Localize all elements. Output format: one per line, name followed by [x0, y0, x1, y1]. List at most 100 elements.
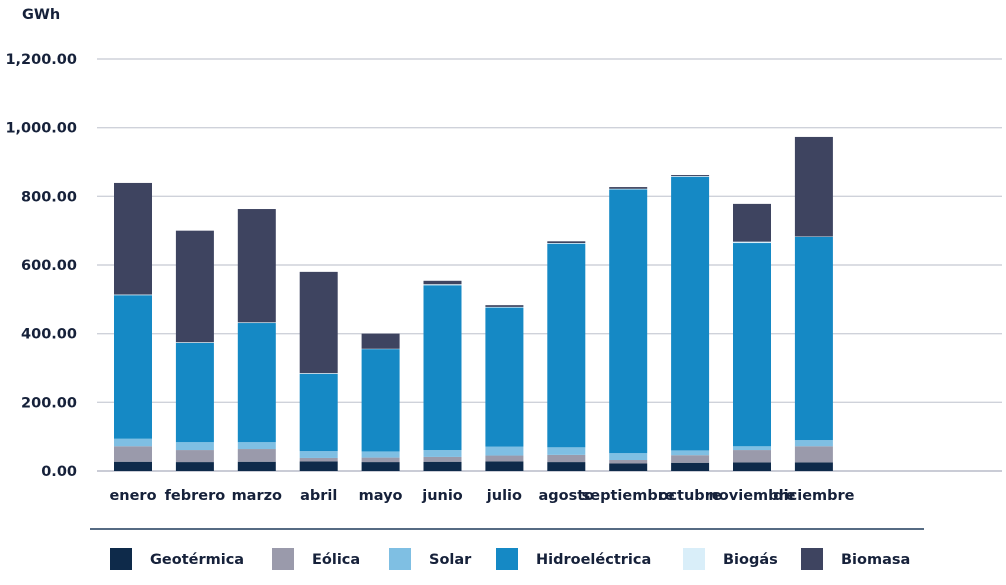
x-category-label: diciembre [773, 488, 854, 504]
bar-segment-geotérmica-mayo [361, 462, 400, 471]
x-axis-category-labels: enero febrero marzo abril mayo junio julio agos… [109, 488, 854, 504]
bars [114, 136, 833, 471]
bar-segment-geotérmica-febrero [175, 462, 214, 471]
bar-segment-biogás-junio [423, 284, 462, 286]
x-category-label: octubre [659, 488, 722, 504]
bar-segment-hidroeléctrica-noviembre [733, 243, 771, 447]
bar-segment-biomasa-agosto [547, 241, 586, 244]
x-category-label: abril [300, 488, 337, 504]
bar-segment-geotérmica-julio [485, 461, 524, 471]
bar-segment-geotérmica-junio [423, 461, 462, 471]
bar-segment-eólica-agosto [547, 454, 586, 463]
y-tick-label: 400.00 [21, 327, 77, 343]
bar-segment-eólica-junio [423, 456, 462, 462]
bar-segment-eólica-enero [114, 446, 152, 462]
bar-segment-biomasa-septiembre [609, 187, 648, 189]
bar-segment-hidroeléctrica-abril [299, 373, 338, 452]
y-tick-label: 1,200.00 [5, 52, 77, 68]
y-tick-label: 0.00 [41, 464, 77, 480]
bar-segment-solar-septiembre [609, 453, 648, 461]
bar-segment-biomasa-marzo [237, 209, 276, 323]
y-tick-label: 600.00 [21, 258, 77, 274]
bar-segment-geotérmica-abril [299, 461, 338, 471]
x-category-label: noviembre [708, 488, 795, 504]
bar-segment-solar-agosto [547, 447, 586, 455]
legend-label: Solar [429, 552, 472, 568]
bar-segment-biogás-marzo [237, 322, 276, 324]
x-category-label: agosto [538, 488, 594, 504]
legend-label: Hidroeléctrica [536, 552, 651, 568]
bar-segment-biogás-septiembre [609, 188, 648, 190]
bar-segment-hidroeléctrica-mayo [361, 349, 400, 452]
bar-segment-geotérmica-enero [114, 461, 152, 471]
bar-segment-biogás-octubre [671, 176, 710, 177]
bar-segment-hidroeléctrica-octubre [671, 176, 710, 451]
legend-label: Biomasa [841, 552, 910, 568]
bar-segment-geotérmica-diciembre [794, 462, 833, 471]
bar-segment-geotérmica-agosto [547, 462, 586, 471]
bar-segment-solar-abril [299, 451, 338, 458]
bar-segment-hidroeléctrica-agosto [547, 243, 586, 448]
legend-swatch [110, 548, 132, 570]
x-category-label: julio [486, 488, 522, 504]
bar-segment-eólica-diciembre [794, 446, 833, 463]
bar-segment-geotérmica-septiembre [609, 463, 648, 471]
x-category-label: enero [109, 488, 156, 504]
bar-segment-solar-noviembre [733, 446, 771, 451]
bar-segment-biogás-noviembre [733, 241, 771, 244]
bar-segment-biomasa-julio [485, 305, 524, 307]
y-tick-label: 1,000.00 [5, 121, 77, 137]
bar-segment-biomasa-abril [299, 271, 338, 374]
legend-label: Biogás [723, 552, 778, 568]
y-tick-label: 800.00 [21, 189, 77, 205]
bar-segment-solar-diciembre [794, 440, 833, 447]
x-category-label: mayo [359, 488, 403, 504]
bar-segment-eólica-abril [299, 457, 338, 462]
bar-segment-solar-octubre [671, 450, 710, 456]
bar-segment-biomasa-octubre [671, 175, 710, 177]
bar-segment-biomasa-mayo [361, 333, 400, 349]
bar-segment-biogás-abril [299, 373, 338, 374]
legend-swatch [496, 548, 518, 570]
bar-segment-eólica-marzo [237, 449, 276, 462]
bar-segment-eólica-febrero [175, 450, 214, 463]
legend-swatch [272, 548, 294, 570]
y-axis-tick-labels: 0.00 200.00 400.00 600.00 800.00 1,000.00 1,20… [5, 52, 77, 480]
bar-segment-solar-enero [114, 438, 152, 447]
bar-segment-geotérmica-marzo [237, 461, 276, 471]
bar-segment-hidroeléctrica-junio [423, 285, 462, 451]
bar-segment-solar-julio [485, 446, 524, 456]
legend-label: Geotérmica [150, 552, 244, 568]
bar-segment-solar-mayo [361, 451, 400, 458]
y-tick-label: 200.00 [21, 395, 77, 411]
legend-label: Eólica [312, 552, 360, 568]
bar-segment-eólica-mayo [361, 457, 400, 463]
bar-segment-geotérmica-noviembre [733, 462, 771, 471]
bar-segment-biogás-agosto [547, 243, 586, 244]
legend-swatch [389, 548, 411, 570]
bar-segment-hidroeléctrica-diciembre [794, 236, 833, 441]
bar-segment-biomasa-febrero [175, 230, 214, 343]
bar-segment-eólica-septiembre [609, 460, 648, 464]
bar-segment-hidroeléctrica-marzo [237, 323, 276, 443]
bar-segment-biomasa-noviembre [733, 203, 771, 242]
legend-swatch [801, 548, 823, 570]
bar-segment-eólica-octubre [671, 455, 710, 463]
bar-segment-hidroeléctrica-julio [485, 307, 524, 447]
x-category-label: septiembre [582, 488, 675, 504]
x-category-label: junio [421, 488, 463, 504]
bar-segment-solar-marzo [237, 442, 276, 450]
bar-segment-biomasa-diciembre [794, 136, 833, 237]
bar-segment-hidroeléctrica-febrero [175, 342, 214, 443]
bar-segment-hidroeléctrica-enero [114, 295, 152, 439]
bar-segment-solar-febrero [175, 442, 214, 451]
bar-segment-solar-junio [423, 450, 462, 457]
bar-segment-hidroeléctrica-septiembre [609, 189, 648, 454]
bar-segment-eólica-noviembre [733, 450, 771, 463]
bar-segment-biogás-febrero [175, 342, 214, 343]
x-category-label: marzo [232, 488, 282, 504]
bar-segment-biomasa-enero [114, 182, 152, 295]
legend-swatch [683, 548, 705, 570]
bar-segment-eólica-julio [485, 455, 524, 462]
